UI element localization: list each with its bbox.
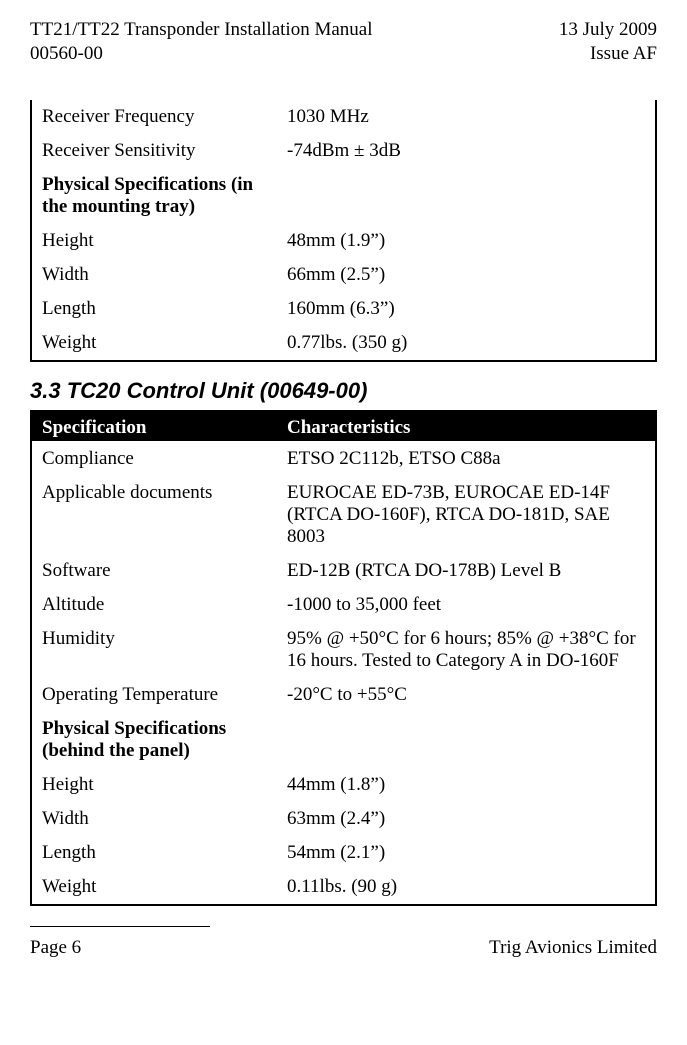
table-header-spec: Specification [31, 411, 277, 442]
table-row: Length160mm (6.3”) [31, 292, 656, 326]
table-row: Height44mm (1.8”) [31, 768, 656, 802]
spec-cell: Operating Temperature [31, 678, 277, 712]
doc-issue: Issue AF [559, 42, 657, 66]
table-row: Applicable documentsEUROCAE ED-73B, EURO… [31, 476, 656, 554]
table-row: Physical Specifications (in the mounting… [31, 168, 656, 224]
value-cell [277, 168, 656, 224]
spec-cell: Weight [31, 870, 277, 905]
value-cell: 44mm (1.8”) [277, 768, 656, 802]
spec-cell: Height [31, 768, 277, 802]
table-row: Weight0.11lbs. (90 g) [31, 870, 656, 905]
doc-title: TT21/TT22 Transponder Installation Manua… [30, 18, 372, 42]
value-cell: ED-12B (RTCA DO-178B) Level B [277, 554, 656, 588]
table-row: Receiver Frequency1030 MHz [31, 100, 656, 134]
value-cell: -74dBm ± 3dB [277, 134, 656, 168]
spec-cell: Width [31, 258, 277, 292]
spec-cell: Physical Specifications (behind the pane… [31, 712, 277, 768]
page-footer: Page 6 Trig Avionics Limited [30, 937, 657, 959]
spec-cell: Applicable documents [31, 476, 277, 554]
spec-cell: Software [31, 554, 277, 588]
doc-number: 00560-00 [30, 42, 372, 66]
value-cell: -1000 to 35,000 feet [277, 588, 656, 622]
value-cell: 0.77lbs. (350 g) [277, 326, 656, 361]
spec-cell: Compliance [31, 441, 277, 476]
value-cell: 160mm (6.3”) [277, 292, 656, 326]
table-row: Width66mm (2.5”) [31, 258, 656, 292]
value-cell: EUROCAE ED-73B, EUROCAE ED-14F (RTCA DO-… [277, 476, 656, 554]
spec-cell: Receiver Frequency [31, 100, 277, 134]
table-row: Length54mm (2.1”) [31, 836, 656, 870]
table-row: Altitude-1000 to 35,000 feet [31, 588, 656, 622]
doc-date: 13 July 2009 [559, 18, 657, 42]
spec-cell: Length [31, 836, 277, 870]
spec-cell: Width [31, 802, 277, 836]
value-cell: 54mm (2.1”) [277, 836, 656, 870]
value-cell: 63mm (2.4”) [277, 802, 656, 836]
spec-cell: Humidity [31, 622, 277, 678]
value-cell: 0.11lbs. (90 g) [277, 870, 656, 905]
page-number: Page 6 [30, 937, 81, 959]
spec-cell: Altitude [31, 588, 277, 622]
table-row: Weight0.77lbs. (350 g) [31, 326, 656, 361]
spec-cell: Height [31, 224, 277, 258]
spec-table-1: Receiver Frequency1030 MHzReceiver Sensi… [30, 100, 657, 362]
page-header: TT21/TT22 Transponder Installation Manua… [30, 18, 657, 66]
spec-cell: Length [31, 292, 277, 326]
table-row: Operating Temperature-20°C to +55°C [31, 678, 656, 712]
value-cell: 48mm (1.9”) [277, 224, 656, 258]
header-left: TT21/TT22 Transponder Installation Manua… [30, 18, 372, 66]
table-row: Humidity95% @ +50°C for 6 hours; 85% @ +… [31, 622, 656, 678]
table-row: Width63mm (2.4”) [31, 802, 656, 836]
value-cell: 66mm (2.5”) [277, 258, 656, 292]
spec-cell: Weight [31, 326, 277, 361]
value-cell [277, 712, 656, 768]
table-row: Receiver Sensitivity-74dBm ± 3dB [31, 134, 656, 168]
spec-table-2: Specification Characteristics Compliance… [30, 410, 657, 906]
value-cell: -20°C to +55°C [277, 678, 656, 712]
table-row: Height48mm (1.9”) [31, 224, 656, 258]
company-name: Trig Avionics Limited [489, 937, 657, 959]
table-row: SoftwareED-12B (RTCA DO-178B) Level B [31, 554, 656, 588]
section-title: 3.3 TC20 Control Unit (00649-00) [30, 378, 657, 404]
spec-cell: Receiver Sensitivity [31, 134, 277, 168]
header-right: 13 July 2009 Issue AF [559, 18, 657, 66]
value-cell: 1030 MHz [277, 100, 656, 134]
value-cell: ETSO 2C112b, ETSO C88a [277, 441, 656, 476]
table-header-row: Specification Characteristics [31, 411, 656, 442]
table-header-char: Characteristics [277, 411, 656, 442]
table-row: Physical Specifications (behind the pane… [31, 712, 656, 768]
spec-cell: Physical Specifications (in the mounting… [31, 168, 277, 224]
separator-line [30, 926, 210, 927]
table-row: ComplianceETSO 2C112b, ETSO C88a [31, 441, 656, 476]
value-cell: 95% @ +50°C for 6 hours; 85% @ +38°C for… [277, 622, 656, 678]
